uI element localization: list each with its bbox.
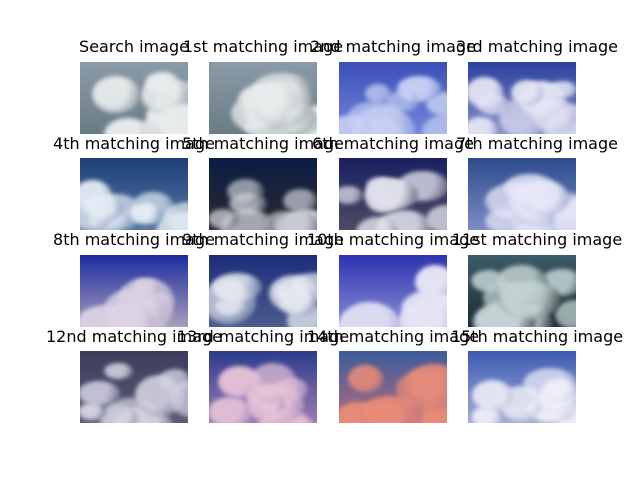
- cell-title: 1st matching image: [182, 37, 344, 56]
- cloud-puff: [80, 381, 120, 406]
- cloud-puff: [129, 203, 163, 224]
- cell-title: 10th matching image: [306, 230, 480, 249]
- cloud-image: [80, 351, 188, 423]
- cloud-puff: [374, 404, 412, 423]
- cloud-puff: [278, 286, 317, 316]
- cloud-puff: [532, 98, 576, 133]
- cloud-puff: [83, 194, 123, 223]
- cloud-puff: [282, 188, 317, 214]
- cloud-image: [468, 62, 576, 134]
- cell-title: 8th matching image: [53, 230, 215, 249]
- cell-title: Search image: [79, 37, 189, 56]
- cloud-image: [80, 62, 188, 134]
- cloud-puff: [339, 186, 363, 205]
- cloud-puff: [355, 216, 398, 230]
- cell-title: 5th matching image: [182, 134, 344, 153]
- cell-title: 2nd matching image: [310, 37, 476, 56]
- cloud-puff: [209, 279, 257, 325]
- cell-title: 6th matching image: [312, 134, 474, 153]
- cloud-puff: [477, 93, 510, 115]
- cell-title: 14th matching image: [306, 327, 480, 346]
- cloud-puff: [468, 116, 497, 134]
- cell-title: 13rd matching image: [176, 327, 350, 346]
- cloud-puff: [554, 300, 576, 327]
- cloud-puff: [80, 402, 107, 421]
- cloud-puff: [363, 179, 419, 210]
- cloud-puff: [273, 211, 317, 230]
- cloud-image: [339, 255, 447, 327]
- cloud-puff: [104, 363, 134, 380]
- cloud-image: [80, 158, 188, 230]
- cloud-puff: [103, 118, 152, 134]
- cell-title: 4th matching image: [53, 134, 215, 153]
- cloud-puff: [400, 305, 447, 327]
- cell-title: 12nd matching image: [45, 327, 223, 346]
- cloud-puff: [276, 378, 309, 401]
- cloud-puff: [425, 204, 447, 230]
- cloud-puff: [103, 303, 155, 327]
- cloud-image: [468, 255, 576, 327]
- cloud-image: [339, 351, 447, 423]
- cloud-puff: [209, 209, 239, 229]
- cloud-puff: [542, 377, 576, 402]
- cloud-puff: [209, 396, 253, 423]
- cloud-puff: [91, 75, 140, 113]
- cloud-puff: [497, 280, 562, 319]
- cloud-image: [209, 62, 317, 134]
- cloud-image: [209, 351, 317, 423]
- cloud-puff: [252, 79, 313, 128]
- cloud-puff: [132, 278, 159, 297]
- cell-title: 7th matching image: [456, 134, 618, 153]
- cloud-image: [339, 158, 447, 230]
- cloud-puff: [227, 178, 265, 204]
- cell-title: 3rd matching image: [456, 37, 618, 56]
- cloud-image: [468, 351, 576, 423]
- cloud-image: [468, 158, 576, 230]
- cell-title: 9th matching image: [182, 230, 344, 249]
- cell-title: 15th matching image: [450, 327, 624, 346]
- cloud-puff: [472, 380, 514, 412]
- cloud-image: [209, 255, 317, 327]
- cloud-puff: [365, 83, 392, 104]
- cloud-puff: [102, 405, 139, 423]
- cloud-image: [339, 62, 447, 134]
- cloud-puff: [548, 81, 576, 98]
- cell-title: 11st matching image: [451, 230, 623, 249]
- cloud-puff: [511, 80, 543, 106]
- cloud-puff: [348, 364, 383, 393]
- cloud-puff: [168, 379, 188, 419]
- cloud-image: [209, 158, 317, 230]
- cloud-image: [80, 255, 188, 327]
- cloud-puff: [396, 370, 447, 409]
- cloud-puff: [523, 180, 570, 215]
